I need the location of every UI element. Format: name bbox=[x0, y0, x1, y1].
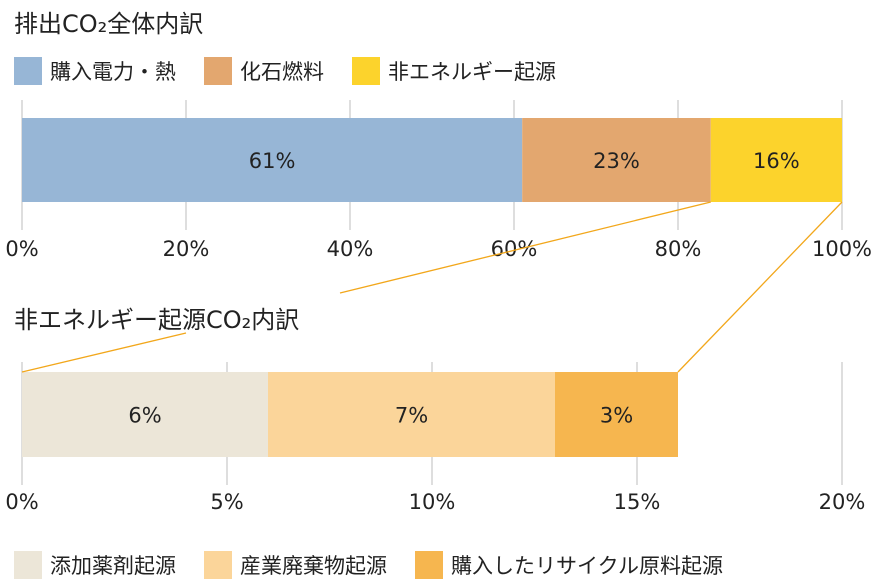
bar-segment bbox=[22, 372, 268, 457]
connector-line-left bbox=[21, 332, 187, 373]
tick-label: 60% bbox=[491, 237, 538, 261]
tick-label: 10% bbox=[409, 490, 456, 514]
legend-swatch bbox=[352, 57, 380, 85]
tick-label: 20% bbox=[819, 490, 866, 514]
chart1-legend: 購入電力・熱 化石燃料 非エネルギー起源 bbox=[14, 56, 584, 86]
legend-item: 産業廃棄物起源 bbox=[204, 550, 387, 580]
bar-segment bbox=[522, 118, 711, 202]
legend-label: 購入したリサイクル原料起源 bbox=[451, 554, 723, 578]
legend-label: 化石燃料 bbox=[240, 60, 324, 84]
legend-item: 購入電力・熱 bbox=[14, 56, 176, 86]
legend-item: 添加薬剤起源 bbox=[14, 550, 176, 580]
tick-label: 0% bbox=[5, 237, 38, 261]
tick-label: 40% bbox=[327, 237, 374, 261]
tick-label: 20% bbox=[163, 237, 210, 261]
chart2-legend: 添加薬剤起源 産業廃棄物起源 購入したリサイクル原料起源 bbox=[14, 550, 751, 580]
legend-label: 産業廃棄物起源 bbox=[240, 554, 387, 578]
legend-label: 購入電力・熱 bbox=[50, 60, 176, 84]
bar-segment bbox=[22, 118, 523, 202]
tick-label: 5% bbox=[210, 490, 243, 514]
legend-item: 化石燃料 bbox=[204, 56, 324, 86]
legend-swatch bbox=[14, 57, 42, 85]
data-label: 16% bbox=[753, 149, 800, 173]
legend-swatch bbox=[14, 551, 42, 579]
legend-swatch bbox=[415, 551, 443, 579]
bar-segment bbox=[710, 118, 842, 202]
data-label: 3% bbox=[600, 404, 633, 428]
chart1-title: 排出CO₂全体内訳 bbox=[14, 10, 204, 38]
data-label: 23% bbox=[593, 149, 640, 173]
legend-swatch bbox=[204, 57, 232, 85]
tick-label: 15% bbox=[614, 490, 661, 514]
bar-segment bbox=[268, 372, 555, 457]
legend-label: 添加薬剤起源 bbox=[50, 554, 176, 578]
chart2-title: 非エネルギー起源CO₂内訳 bbox=[14, 306, 300, 334]
data-label: 6% bbox=[128, 404, 161, 428]
tick-label: 0% bbox=[5, 490, 38, 514]
data-label: 7% bbox=[395, 404, 428, 428]
legend-label: 非エネルギー起源 bbox=[388, 60, 556, 84]
bar-segment bbox=[555, 372, 678, 457]
connector-line-left bbox=[339, 201, 711, 294]
tick-label: 80% bbox=[655, 237, 702, 261]
legend-item: 非エネルギー起源 bbox=[352, 56, 556, 86]
data-label: 61% bbox=[249, 149, 296, 173]
legend-swatch bbox=[204, 551, 232, 579]
legend-item: 購入したリサイクル原料起源 bbox=[415, 550, 723, 580]
connector-line-right bbox=[677, 201, 843, 373]
tick-label: 100% bbox=[812, 237, 872, 261]
